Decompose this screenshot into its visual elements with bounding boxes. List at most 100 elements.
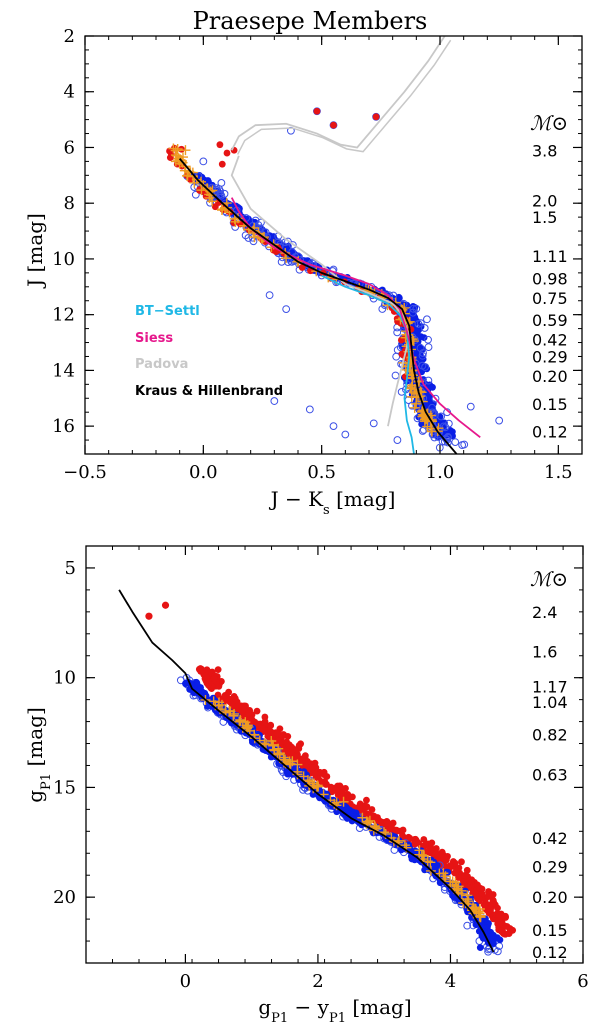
red-member-point — [363, 796, 370, 804]
binary-point — [372, 113, 380, 121]
binary-plus — [220, 706, 231, 717]
candidate-point — [393, 328, 402, 337]
candidate-point — [341, 430, 350, 439]
red-member-point — [278, 732, 286, 740]
red-member-point — [502, 922, 509, 930]
bottom-tick-labels: 0 2 4 6 5 10 15 20 — [53, 558, 589, 992]
binary-plus — [362, 817, 373, 828]
mass-label: 2.4 — [532, 603, 557, 622]
red-member-point — [459, 878, 467, 886]
bottom-x-axis-label: gP1 − yP1 [mag] — [258, 995, 411, 1026]
binary-plus — [279, 755, 290, 766]
y-tick-label: 10 — [53, 668, 76, 689]
red-member-point — [315, 775, 322, 782]
x-tick-label: 0.5 — [307, 462, 336, 483]
candidate-point — [369, 419, 378, 428]
candidate-point — [329, 422, 338, 431]
top-x-axis-label: J − Ks [mag] — [269, 487, 396, 518]
red-member-point — [240, 702, 248, 710]
red-member-point — [478, 890, 486, 898]
binary-plus — [474, 906, 485, 917]
x-tick-label: 0.0 — [189, 462, 218, 483]
legend-kraus-hillenbrand: Kraus & Hillenbrand — [135, 384, 283, 399]
red-member-point — [356, 803, 364, 811]
red-member-point — [321, 780, 329, 787]
y-tick-label: 6 — [64, 137, 75, 158]
model-curve-branch — [230, 36, 446, 151]
candidate-point — [420, 324, 429, 332]
member-point — [409, 303, 417, 310]
binary-plus — [182, 170, 193, 181]
x-tick-label: 2 — [312, 971, 323, 992]
red-member-point — [261, 727, 269, 735]
top-mass-labels: 3.8 2.01.5 1.11 0.980.75 0.590.420.290.20 0.1… — [532, 141, 568, 441]
legend-padova: Padova — [135, 357, 188, 372]
red-member-point — [368, 806, 376, 813]
binary-plus — [309, 778, 320, 789]
legend-siess: Siess — [135, 331, 173, 346]
binary-plus — [426, 426, 437, 437]
red-member-point — [295, 742, 303, 749]
red-member-point — [384, 819, 391, 827]
red-member-point — [480, 901, 488, 909]
binary-plus — [269, 744, 280, 755]
member-point — [418, 420, 426, 428]
binary-point — [186, 176, 194, 183]
red-member-point — [495, 910, 502, 918]
candidate-point — [216, 190, 225, 199]
binary-plus — [195, 176, 206, 187]
member-point — [351, 813, 359, 820]
binary-plus — [230, 216, 241, 227]
x-tick-label: 1.0 — [426, 462, 455, 483]
binary-plus — [196, 185, 207, 196]
candidate-point — [191, 190, 200, 199]
red-member-point — [505, 930, 513, 938]
candidate-point — [216, 187, 225, 196]
mass-label: 1.04 — [532, 693, 568, 712]
y-tick-label: 20 — [53, 887, 76, 908]
candidate-point — [419, 349, 427, 357]
red-member-point — [280, 745, 288, 753]
binary-plus — [462, 894, 473, 905]
member-point — [476, 944, 484, 952]
bottom-model-curves — [118, 589, 495, 953]
red-member-point — [375, 817, 383, 825]
mass-label: 3.8 — [532, 141, 557, 160]
binary-point — [230, 219, 238, 227]
candidate-point — [424, 343, 433, 351]
member-point — [431, 863, 439, 871]
red-member-point — [221, 692, 229, 699]
binary-plus — [249, 733, 260, 744]
binary-plus — [170, 156, 181, 167]
binary-plus — [183, 166, 194, 177]
y-tick-label: 5 — [65, 558, 76, 579]
mass-label: 0.63 — [532, 765, 568, 784]
red-member-point — [268, 735, 276, 742]
model-curve — [118, 589, 495, 953]
binary-plus — [168, 143, 179, 154]
candidate-point — [495, 416, 504, 425]
mass-label: 0.12 — [532, 423, 568, 442]
red-member-point — [463, 866, 471, 874]
red-member-point — [476, 896, 484, 904]
chart-title: Praesepe Members — [193, 7, 428, 35]
binary-plus — [235, 714, 246, 725]
red-member-point — [285, 741, 293, 749]
x-tick-label: 6 — [577, 971, 588, 992]
binary-plus — [284, 756, 295, 767]
model-curve — [230, 155, 411, 427]
candidate-point — [305, 405, 314, 414]
candidate-point — [424, 376, 433, 385]
binary-plus — [216, 699, 227, 710]
candidate-point — [418, 351, 427, 360]
binary-plus — [207, 196, 218, 207]
candidate-point — [270, 397, 279, 405]
mass-label: 2.0 — [532, 191, 557, 210]
candidate-point — [409, 304, 418, 313]
binary-plus — [260, 739, 271, 750]
red-member-point — [203, 666, 211, 674]
candidate-point — [423, 315, 431, 324]
mass-label: 0.98 — [532, 269, 568, 288]
candidate-point — [392, 352, 401, 361]
